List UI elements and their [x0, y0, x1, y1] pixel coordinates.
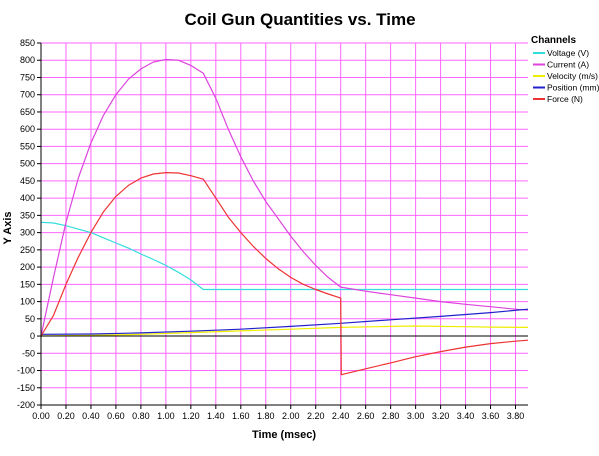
- series-line-current-a: [40, 58, 529, 337]
- y-tick-label: 200: [20, 262, 35, 272]
- y-tick-label: 800: [20, 55, 35, 65]
- y-tick-labels: 8508007507006506005505004504003503002502…: [17, 38, 35, 410]
- series-line-voltage-v: [40, 221, 528, 291]
- legend-entry: Velocity (m/s): [547, 71, 598, 81]
- legend-entry: Current (A): [547, 60, 589, 70]
- x-tick-label: 2.00: [282, 411, 300, 421]
- x-tick-label: 3.20: [432, 411, 450, 421]
- y-tick-label: 0: [30, 331, 35, 341]
- x-tick-label: 2.40: [332, 411, 350, 421]
- y-tick-label: 50: [25, 314, 35, 324]
- y-tick-label: -200: [17, 400, 35, 410]
- x-tick-label: 3.60: [482, 411, 500, 421]
- y-tick-label: -150: [17, 383, 35, 393]
- x-tick-label: 2.60: [357, 411, 375, 421]
- legend-entry: Voltage (V): [547, 48, 589, 58]
- x-axis-label: Time (msec): [252, 429, 316, 441]
- y-tick-label: 150: [20, 279, 35, 289]
- y-tick-label: 100: [20, 297, 35, 307]
- y-tick-label: 400: [20, 193, 35, 203]
- x-tick-label: 0.40: [82, 411, 100, 421]
- x-tick-label: 0.80: [132, 411, 150, 421]
- y-tick-label: 850: [20, 38, 35, 48]
- x-tick-label: 0.00: [32, 411, 50, 421]
- x-tick-label: 1.60: [232, 411, 250, 421]
- x-tick-label: 0.20: [57, 411, 75, 421]
- y-tick-label: 300: [20, 228, 35, 238]
- y-tick-label: 450: [20, 176, 35, 186]
- x-tick-label: 0.60: [107, 411, 125, 421]
- y-tick-label: 550: [20, 141, 35, 151]
- series-line-position-mm: [40, 308, 529, 335]
- legend-items: Voltage (V) Current (A)Velocity (m/s) Posi…: [533, 48, 599, 104]
- x-tick-label: 1.40: [207, 411, 225, 421]
- y-tick-label: 500: [20, 159, 35, 169]
- plot-area: [41, 43, 528, 405]
- y-tick-label: -50: [22, 348, 35, 358]
- y-tick-label: 700: [20, 90, 35, 100]
- x-tick-label: 3.00: [407, 411, 425, 421]
- y-tick-label: 650: [20, 107, 35, 117]
- y-tick-label: -100: [17, 366, 35, 376]
- x-tick-label: 1.20: [182, 411, 200, 421]
- y-tick-label: 250: [20, 245, 35, 255]
- x-tick-label: 2.80: [382, 411, 400, 421]
- x-tick-labels: 0.00 0.20 0.40 0.60 0.80 1.00 1.20 1.40 1.60 1.80…: [32, 411, 524, 421]
- y-tick-label: 350: [20, 210, 35, 220]
- series-line-force-n: [40, 172, 529, 376]
- x-tick-label: 1.80: [257, 411, 275, 421]
- x-tick-label: 2.20: [307, 411, 325, 421]
- axes: [37, 42, 528, 409]
- y-tick-label: 750: [20, 72, 35, 82]
- y-axis-label: Y Axis: [2, 211, 14, 244]
- legend-title: Channels: [531, 35, 576, 46]
- chart-title: Coil Gun Quantities vs. Time: [184, 10, 415, 29]
- x-tick-label: 3.80: [507, 411, 525, 421]
- legend-entry: Position (mm): [547, 83, 599, 93]
- x-tick-label: 1.00: [157, 411, 175, 421]
- series-group: [40, 58, 529, 376]
- y-tick-label: 600: [20, 124, 35, 134]
- legend: Channels Voltage (V) Current (A)Velocity …: [531, 35, 599, 104]
- x-tick-label: 3.40: [457, 411, 475, 421]
- legend-entry: Force (N): [547, 94, 583, 104]
